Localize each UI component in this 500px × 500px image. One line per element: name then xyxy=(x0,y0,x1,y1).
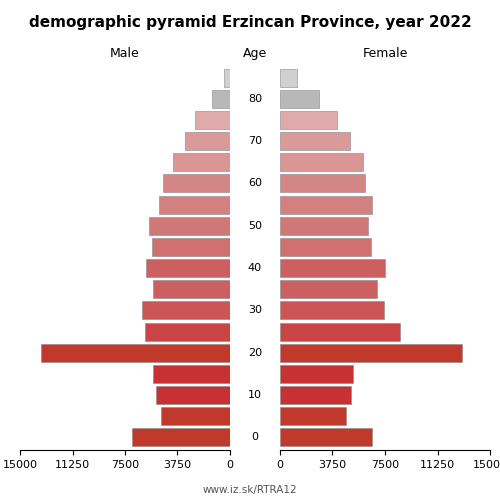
Text: Female: Female xyxy=(362,47,408,60)
Bar xyxy=(280,302,384,320)
Bar xyxy=(172,154,230,172)
Text: 80: 80 xyxy=(248,94,262,104)
Bar xyxy=(280,238,371,256)
Bar xyxy=(280,428,372,446)
Bar xyxy=(212,90,230,108)
Bar xyxy=(280,344,462,361)
Bar xyxy=(144,322,230,340)
Bar xyxy=(280,196,372,214)
Bar xyxy=(41,344,230,361)
Bar xyxy=(195,111,230,129)
Bar xyxy=(280,407,346,425)
Text: 20: 20 xyxy=(248,348,262,358)
Text: Age: Age xyxy=(243,47,267,60)
Bar xyxy=(132,428,230,446)
Bar xyxy=(146,259,230,277)
Bar xyxy=(280,132,350,150)
Text: www.iz.sk/RTRA12: www.iz.sk/RTRA12 xyxy=(202,485,298,495)
Bar xyxy=(152,238,230,256)
Bar xyxy=(280,174,366,192)
Text: 0: 0 xyxy=(252,432,258,442)
Bar xyxy=(280,280,376,298)
Bar xyxy=(162,407,230,425)
Bar xyxy=(153,280,230,298)
Bar xyxy=(280,365,353,383)
Bar xyxy=(280,154,362,172)
Bar xyxy=(280,68,297,86)
Text: 60: 60 xyxy=(248,178,262,188)
Bar xyxy=(149,217,230,235)
Bar xyxy=(163,174,230,192)
Bar xyxy=(280,217,368,235)
Text: 70: 70 xyxy=(248,136,262,146)
Text: demographic pyramid Erzincan Province, year 2022: demographic pyramid Erzincan Province, y… xyxy=(28,15,471,30)
Text: 50: 50 xyxy=(248,221,262,231)
Text: 30: 30 xyxy=(248,306,262,316)
Bar xyxy=(280,322,400,340)
Bar xyxy=(142,302,230,320)
Bar xyxy=(185,132,230,150)
Bar xyxy=(158,196,230,214)
Bar xyxy=(224,68,230,86)
Text: Male: Male xyxy=(110,47,140,60)
Bar xyxy=(280,111,338,129)
Bar xyxy=(280,259,385,277)
Bar xyxy=(280,90,319,108)
Text: 40: 40 xyxy=(248,263,262,273)
Text: 10: 10 xyxy=(248,390,262,400)
Bar xyxy=(153,365,230,383)
Bar xyxy=(156,386,230,404)
Bar xyxy=(280,386,351,404)
